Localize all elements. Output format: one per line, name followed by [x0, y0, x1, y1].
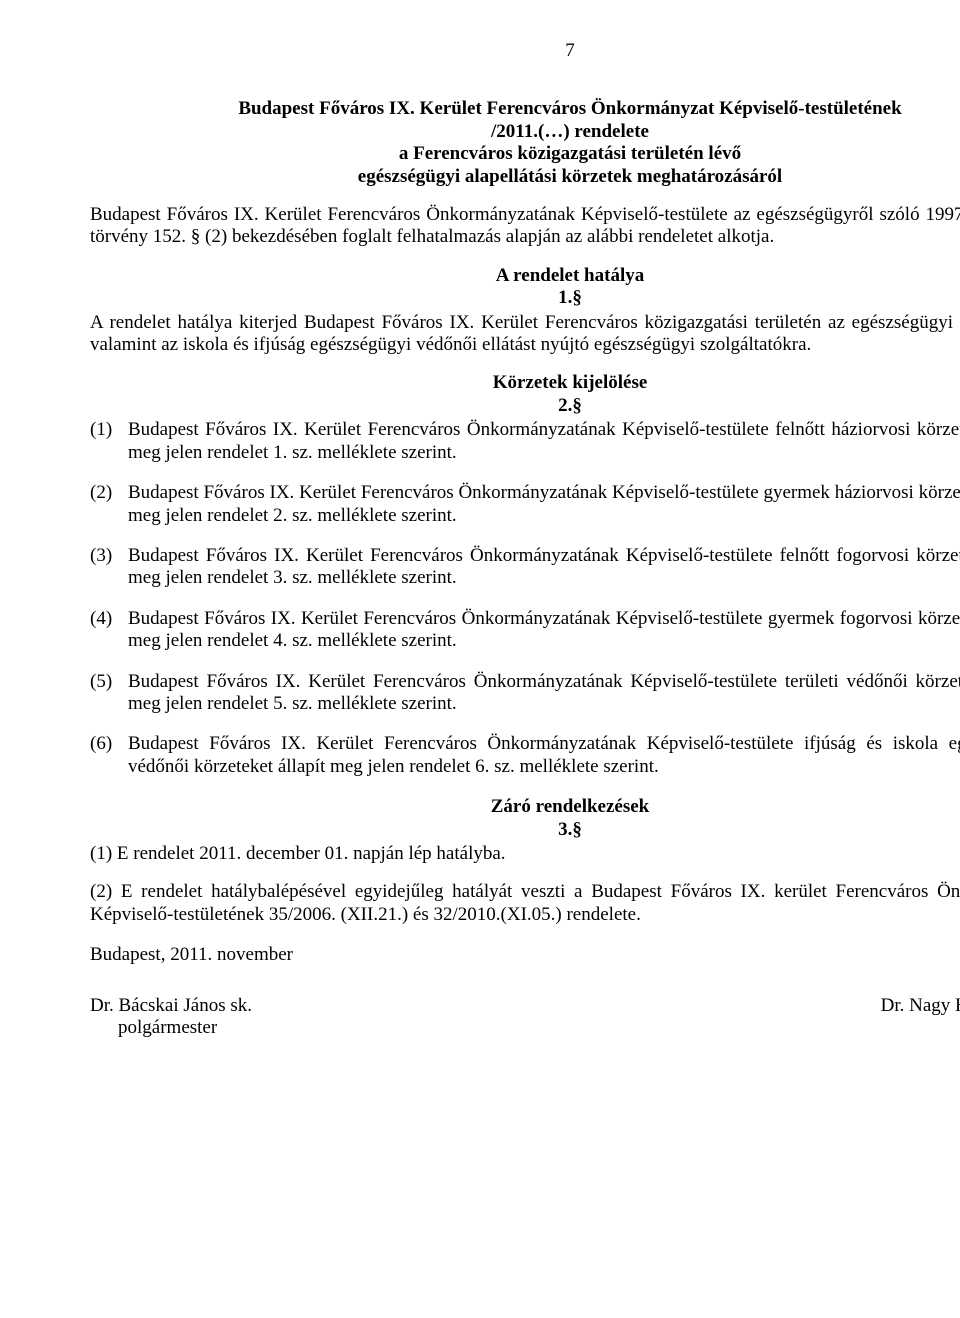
title-line-4: egészségügyi alapellátási körzetek megha… — [90, 166, 960, 188]
section-3-number: 3.§ — [90, 819, 960, 841]
signer-left-name: Dr. Bácskai János sk. — [90, 995, 522, 1017]
list-marker: (6) — [90, 733, 128, 778]
list-marker: (5) — [90, 671, 128, 716]
signer-right-name: Dr. Nagy Hajnalka sk. — [618, 995, 960, 1017]
section-1-heading: A rendelet hatálya — [90, 265, 960, 287]
section-1-text: A rendelet hatálya kiterjed Budapest Főv… — [90, 312, 960, 357]
list-body: Budapest Főváros IX. Kerület Ferencváros… — [128, 545, 960, 590]
section-3-para-2: (2) E rendelet hatálybalépésével egyidej… — [90, 881, 960, 926]
list-item: (2) Budapest Főváros IX. Kerület Ferencv… — [90, 482, 960, 527]
place-date: Budapest, 2011. november — [90, 944, 960, 966]
section-2-number: 2.§ — [90, 395, 960, 417]
list-marker: (3) — [90, 545, 128, 590]
list-body: Budapest Főváros IX. Kerület Ferencváros… — [128, 733, 960, 778]
list-body: Budapest Főváros IX. Kerület Ferencváros… — [128, 671, 960, 716]
title-line-2: /2011.(…) rendelete — [90, 121, 960, 143]
page-number: 7 — [90, 40, 960, 62]
document-title-block: Budapest Főváros IX. Kerület Ferencváros… — [90, 98, 960, 188]
list-body: Budapest Főváros IX. Kerület Ferencváros… — [128, 482, 960, 527]
signature-left: Dr. Bácskai János sk. polgármester — [90, 995, 522, 1040]
signature-right: Dr. Nagy Hajnalka sk. jegyző — [618, 995, 960, 1040]
title-line-3: a Ferencváros közigazgatási területén lé… — [90, 143, 960, 165]
list-marker: (1) — [90, 419, 128, 464]
list-item: (4) Budapest Főváros IX. Kerület Ferencv… — [90, 608, 960, 653]
list-marker: (4) — [90, 608, 128, 653]
list-marker: (2) — [90, 482, 128, 527]
section-2-heading: Körzetek kijelölése — [90, 372, 960, 394]
list-body: Budapest Főváros IX. Kerület Ferencváros… — [128, 419, 960, 464]
signature-row: Dr. Bácskai János sk. polgármester Dr. N… — [90, 995, 960, 1040]
list-item: (1) Budapest Főváros IX. Kerület Ferencv… — [90, 419, 960, 464]
list-body: Budapest Főváros IX. Kerület Ferencváros… — [128, 608, 960, 653]
section-3-heading: Záró rendelkezések — [90, 796, 960, 818]
section-3-para-1: (1) E rendelet 2011. december 01. napján… — [90, 843, 960, 865]
section-1-number: 1.§ — [90, 287, 960, 309]
preamble-paragraph: Budapest Főváros IX. Kerület Ferencváros… — [90, 204, 960, 249]
list-item: (5) Budapest Főváros IX. Kerület Ferencv… — [90, 671, 960, 716]
signer-left-title: polgármester — [90, 1017, 522, 1039]
list-item: (3) Budapest Főváros IX. Kerület Ferencv… — [90, 545, 960, 590]
list-item: (6) Budapest Főváros IX. Kerület Ferencv… — [90, 733, 960, 778]
title-line-1: Budapest Főváros IX. Kerület Ferencváros… — [90, 98, 960, 120]
signer-right-title: jegyző — [618, 1017, 960, 1039]
